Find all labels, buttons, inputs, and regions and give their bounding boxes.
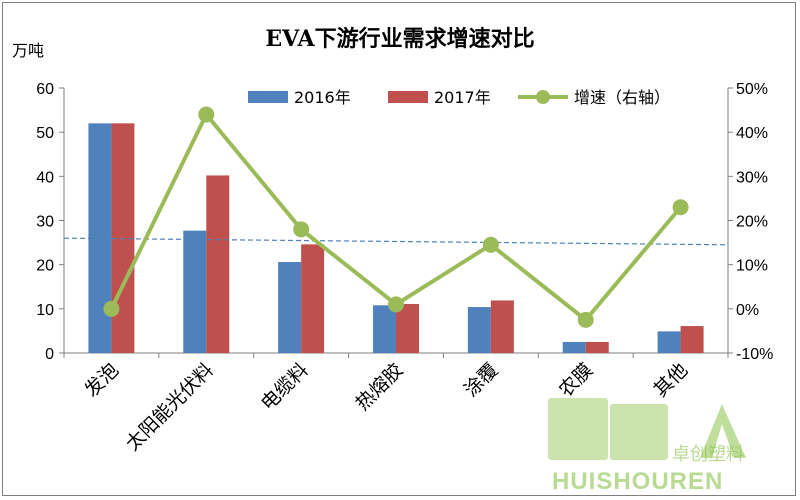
bar-2016 <box>562 341 586 353</box>
growth-point <box>482 236 499 253</box>
bar-2016 <box>373 305 396 353</box>
y-right-tick-label: 10% <box>736 258 768 275</box>
watermark-text: HUISHOUREN <box>552 468 724 495</box>
y-left-tick-label: 40 <box>36 169 54 186</box>
trend-line <box>63 237 729 246</box>
x-tick-label: 其他 <box>650 359 692 401</box>
y-right-tick-label: 50% <box>736 81 768 98</box>
growth-point <box>293 221 310 238</box>
bar-2016 <box>183 230 207 353</box>
bar-2017 <box>680 326 704 353</box>
x-tick-label: 涂覆 <box>460 359 502 401</box>
watermark-logo-icon <box>700 404 746 458</box>
y-left-tick-label: 30 <box>36 214 54 231</box>
x-tick-label: 农膜 <box>555 359 597 401</box>
growth-point <box>198 106 215 123</box>
growth-point <box>103 300 120 317</box>
watermark-box-right <box>610 404 668 460</box>
bar-2016 <box>657 331 681 353</box>
y-left-tick-label: 20 <box>36 258 54 275</box>
bar-2017 <box>585 341 609 353</box>
y-left-tick-label: 60 <box>36 81 54 98</box>
chart-title: EVA下游行业需求增速对比 <box>265 26 534 52</box>
bar-2017 <box>490 300 514 353</box>
y-right-tick-label: 20% <box>736 214 768 231</box>
legend-label-2017: 2017年 <box>434 88 491 107</box>
unit-label: 万吨 <box>12 41 44 60</box>
y-left-tick-label: 10 <box>36 302 54 319</box>
y-right-tick-label: 40% <box>736 125 768 142</box>
y-right-tick-label: 30% <box>736 169 768 186</box>
y-left-tick-label: 50 <box>36 125 54 142</box>
bar-2016 <box>467 307 491 353</box>
y-right-tick-label: -10% <box>736 346 773 363</box>
legend-label-growth: 增速（右轴） <box>574 88 670 107</box>
legend-swatch-2016 <box>248 91 288 103</box>
watermark-box-left <box>548 398 608 460</box>
growth-point <box>388 296 404 313</box>
y-right-tick-label: 0% <box>736 302 759 319</box>
bar-2016 <box>278 262 302 353</box>
legend-label-2016: 2016年 <box>294 88 351 107</box>
bar-2017 <box>206 175 230 353</box>
growth-point <box>672 199 689 216</box>
x-tick-label: 热熔胶 <box>352 359 408 415</box>
legend-swatch-2017 <box>388 91 428 103</box>
legend-swatch-growth-marker <box>536 90 550 104</box>
watermark-brand: 卓创塑料 <box>672 444 744 465</box>
legend: 2016年 2017年 增速（右轴） <box>248 88 670 107</box>
x-tick-label: 太阳能光伏料 <box>122 359 218 455</box>
bar-2017 <box>396 303 419 353</box>
x-tick-label: 发泡 <box>81 359 123 401</box>
growth-point <box>577 311 594 328</box>
bar-2017 <box>301 244 325 353</box>
x-tick-label: 电缆料 <box>257 359 313 415</box>
y-left-tick-label: 0 <box>45 346 54 363</box>
